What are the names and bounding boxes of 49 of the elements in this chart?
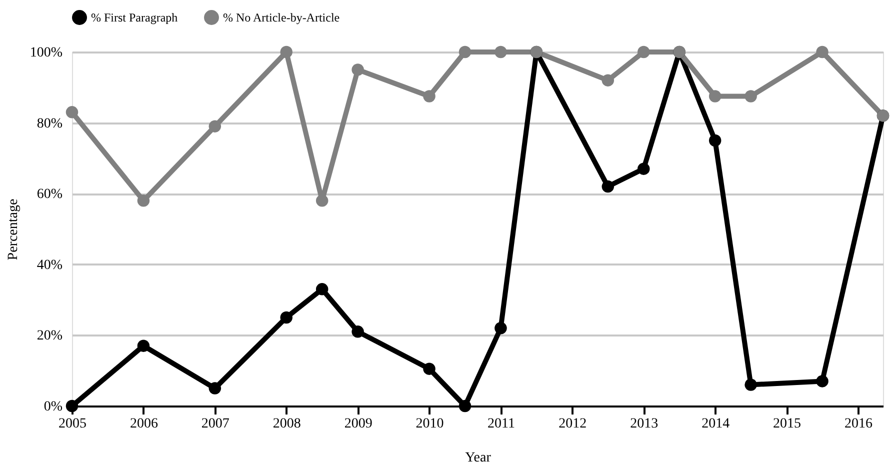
point	[638, 162, 650, 175]
x-tick-label: 2007	[201, 416, 230, 432]
point	[602, 180, 614, 193]
point	[708, 134, 722, 147]
point	[816, 375, 828, 388]
point	[280, 311, 292, 324]
x-tick-label: 2006	[130, 416, 158, 432]
y-tick-label: 40%	[36, 258, 63, 273]
y-tick-label: 60%	[36, 187, 63, 202]
x-tick-label: 2011	[487, 416, 515, 432]
x-tick-label: 2005	[58, 416, 86, 432]
point	[208, 382, 222, 394]
legend-label: % First Paragraph	[91, 10, 178, 25]
y-tick-label: 100%	[30, 46, 63, 60]
point	[638, 46, 650, 58]
point	[280, 46, 292, 58]
y-tick-label: 80%	[36, 116, 63, 132]
point	[352, 326, 364, 338]
point	[316, 194, 328, 207]
point	[494, 46, 507, 58]
point	[316, 283, 328, 296]
x-tick-label: 2010	[416, 416, 444, 432]
x-tick-label: 2008	[272, 416, 301, 432]
point	[137, 194, 150, 207]
point	[744, 90, 757, 102]
point	[458, 400, 472, 412]
y-axis-title: Percentage	[6, 198, 21, 260]
y-tick-label: 0%	[44, 400, 63, 414]
legend-label: % No Article-by-Article	[223, 10, 340, 25]
point	[423, 90, 436, 102]
y-tick-label: 20%	[36, 328, 63, 344]
point	[816, 46, 828, 58]
point	[208, 120, 222, 132]
point	[66, 106, 78, 118]
point	[708, 90, 722, 102]
x-tick-label: 2012	[558, 416, 587, 432]
point	[352, 64, 364, 76]
point	[744, 378, 757, 391]
point	[458, 46, 472, 58]
x-axis-title: Year	[465, 450, 492, 466]
x-tick-label: 2013	[630, 416, 658, 432]
x-tick-label: 2015	[773, 416, 802, 432]
point	[602, 74, 614, 86]
point	[423, 362, 436, 375]
x-tick-label: 2016	[844, 416, 872, 432]
x-tick-label: 2014	[702, 416, 730, 432]
point	[137, 340, 150, 352]
point	[494, 322, 507, 334]
x-tick-label: 2009	[344, 416, 372, 432]
